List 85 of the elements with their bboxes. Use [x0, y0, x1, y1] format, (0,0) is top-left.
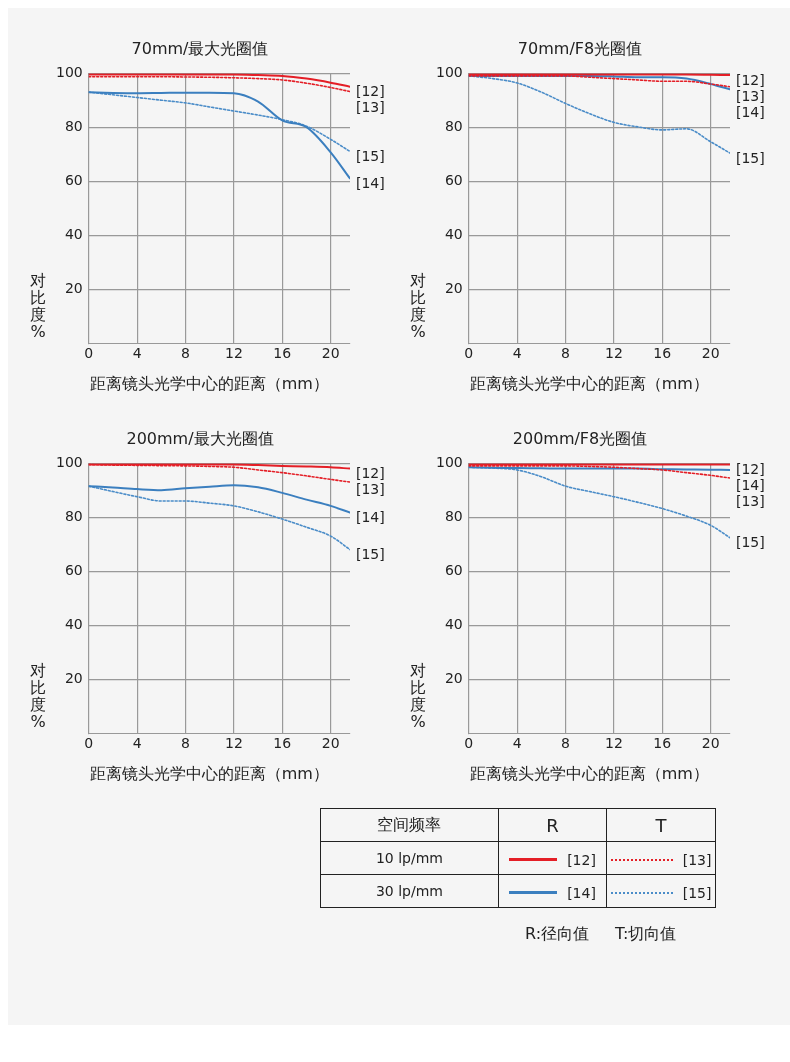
text: T [606, 808, 716, 842]
x-tick-label: 4 [512, 345, 522, 362]
series-label: [14] [736, 103, 765, 120]
chart-title: 70mm/最大光圈值 [131, 38, 269, 58]
y-tick-label: 80 [64, 507, 83, 524]
x-axis-title: 距离镜头光学中心的距离（mm） [469, 374, 709, 394]
y-tick-label: 20 [444, 279, 463, 296]
y-tick-label: 20 [64, 669, 83, 686]
x-tick-label: 8 [181, 735, 190, 752]
x-tick-label: 4 [132, 735, 142, 752]
y-tick-label: 20 [64, 279, 83, 296]
y-tick-label: 60 [444, 171, 463, 188]
series-label: [15] [356, 546, 385, 563]
series-label: [14] [356, 175, 385, 192]
x-tick-label: 0 [464, 735, 474, 752]
category-label: 10 lp/mm [320, 841, 499, 875]
x-tick-label: 16 [653, 735, 672, 752]
y-tick-label: 80 [444, 117, 463, 134]
series-label: [13] [736, 87, 765, 104]
y-tick-label: 100 [55, 63, 83, 80]
series-label: [14] [356, 509, 385, 526]
x-tick-label: 4 [132, 345, 142, 362]
series-label: [12] [356, 83, 385, 100]
chart-title: 200mm/F8光圈值 [512, 428, 648, 448]
series-label: [15] [736, 534, 765, 551]
y-axis-title: 对比度% [30, 271, 46, 342]
x-tick-label: 20 [701, 735, 720, 752]
y-axis-title: 对比度% [410, 661, 426, 732]
y-tick-label: 60 [64, 171, 83, 188]
x-tick-label: 16 [653, 345, 672, 362]
text: R [498, 808, 607, 842]
chart-title: 70mm/F8光圈值 [517, 38, 643, 58]
x-axis-title: 距离镜头光学中心的距离（mm） [469, 764, 709, 784]
series-label: [12] [736, 71, 765, 88]
line-series [88, 484, 350, 514]
y-tick-label: 80 [444, 507, 463, 524]
y-tick-label: 40 [64, 225, 83, 242]
x-tick-label: 4 [512, 735, 522, 752]
x-tick-label: 12 [604, 735, 623, 752]
y-tick-label: 100 [435, 453, 463, 470]
series-label: [13] [356, 481, 385, 498]
y-tick-label: 40 [444, 225, 463, 242]
y-tick-label: 40 [64, 615, 83, 632]
series-label: [14] [736, 477, 765, 494]
series-label: [15] [356, 148, 385, 165]
text: 空间频率 [320, 808, 499, 842]
y-tick-label: 60 [64, 561, 83, 578]
series-label: [13] [356, 99, 385, 116]
y-tick-label: 100 [435, 63, 463, 80]
y-tick-label: 80 [64, 117, 83, 134]
x-tick-label: 20 [321, 345, 340, 362]
text: [12] [567, 851, 596, 868]
y-axis-title: 对比度% [410, 271, 426, 342]
text: [14] [567, 884, 596, 901]
y-tick-label: 60 [444, 561, 463, 578]
y-axis-title: 对比度% [30, 661, 46, 732]
x-tick-label: 0 [84, 345, 94, 362]
x-tick-label: 12 [224, 345, 243, 362]
x-tick-label: 20 [701, 345, 720, 362]
x-axis-title: 距离镜头光学中心的距离（mm） [89, 374, 329, 394]
line-series [88, 91, 350, 180]
series-label: [12] [736, 461, 765, 478]
x-tick-label: 16 [273, 345, 292, 362]
text: [15] [682, 885, 712, 901]
x-tick-label: 20 [321, 735, 340, 752]
x-axis-title: 距离镜头光学中心的距离（mm） [89, 764, 329, 784]
x-tick-label: 8 [561, 735, 570, 752]
x-tick-label: 0 [464, 345, 474, 362]
category-label: 30 lp/mm [320, 874, 499, 908]
series-label: [13] [736, 493, 765, 510]
x-tick-label: 16 [273, 735, 292, 752]
x-tick-label: 12 [224, 735, 243, 752]
text: [13] [682, 852, 712, 868]
x-tick-label: 8 [181, 345, 190, 362]
y-tick-label: 40 [444, 615, 463, 632]
y-tick-label: 100 [55, 453, 83, 470]
x-tick-label: 0 [84, 735, 94, 752]
series-label: [15] [736, 149, 765, 166]
series-label: [12] [356, 465, 385, 482]
chart-title: 200mm/最大光圈值 [126, 428, 274, 448]
x-tick-label: 8 [561, 345, 570, 362]
y-tick-label: 20 [444, 669, 463, 686]
text: T:切向值 [615, 924, 677, 945]
text: R:径向值 [525, 924, 590, 945]
x-tick-label: 12 [604, 345, 623, 362]
